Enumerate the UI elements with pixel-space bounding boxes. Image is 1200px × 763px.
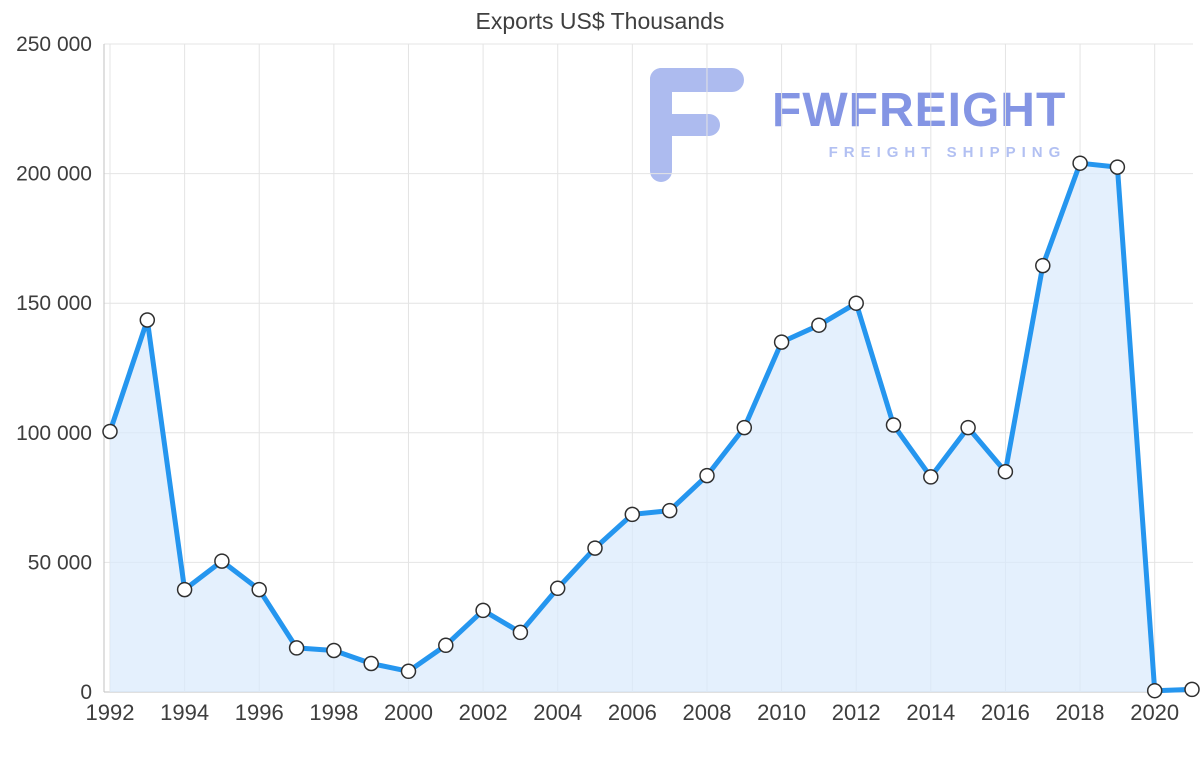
svg-text:2006: 2006 [608, 700, 657, 725]
svg-text:200 000: 200 000 [16, 163, 92, 186]
svg-text:150 000: 150 000 [16, 292, 92, 315]
svg-text:2018: 2018 [1056, 700, 1105, 725]
svg-text:2016: 2016 [981, 700, 1030, 725]
svg-text:100 000: 100 000 [16, 422, 92, 445]
svg-text:2020: 2020 [1130, 700, 1179, 725]
svg-text:2004: 2004 [533, 700, 582, 725]
svg-text:2002: 2002 [459, 700, 508, 725]
svg-text:0: 0 [80, 681, 92, 704]
svg-text:2000: 2000 [384, 700, 433, 725]
svg-text:50 000: 50 000 [28, 551, 92, 574]
svg-text:1994: 1994 [160, 700, 209, 725]
svg-text:2008: 2008 [682, 700, 731, 725]
svg-text:2010: 2010 [757, 700, 806, 725]
svg-text:1996: 1996 [235, 700, 284, 725]
svg-text:2012: 2012 [832, 700, 881, 725]
svg-text:1998: 1998 [309, 700, 358, 725]
svg-text:1992: 1992 [86, 700, 135, 725]
svg-text:250 000: 250 000 [16, 33, 92, 56]
svg-text:2014: 2014 [906, 700, 955, 725]
chart-title: Exports US$ Thousands [475, 8, 725, 34]
